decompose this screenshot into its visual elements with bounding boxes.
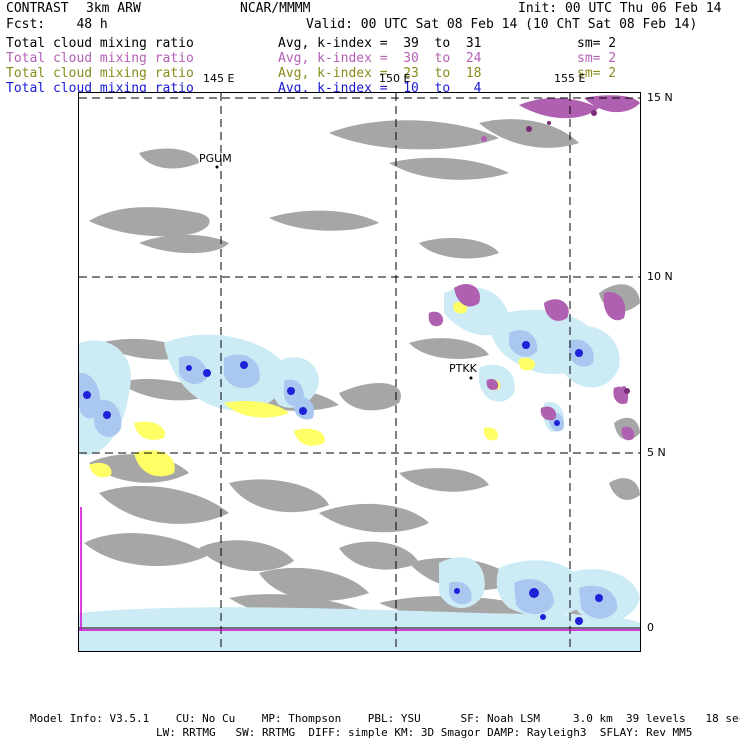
init-time: Init: 00 UTC Thu 06 Feb 14 [518, 1, 722, 16]
forecast-hour: Fcst: 48 h [6, 17, 108, 32]
legend-stat-3: Avg, k-index = 23 to 18 [278, 66, 482, 81]
model-name: CONTRAST [6, 1, 69, 16]
legend-name-3: Total cloud mixing ratio [6, 66, 194, 81]
lat-label-10n: 10 N [647, 270, 673, 283]
yellow-cloud-field [89, 301, 536, 478]
lat-label-0: 0 [647, 621, 654, 634]
blue-cloud-cores [83, 341, 603, 625]
station-markers [215, 165, 473, 380]
footer-model-info-line2: LW: RRTMG SW: RRTMG DIFF: simple KM: 3D … [156, 726, 693, 739]
lightblue-cloud-field [79, 330, 618, 619]
legend-name-1: Total cloud mixing ratio [6, 36, 194, 51]
station-label-ptkk: PTKK [449, 362, 477, 375]
model-resolution: 3km ARW [86, 1, 141, 16]
station-marker-ptkk [469, 376, 473, 380]
graticule [79, 93, 640, 651]
purple-cloud-cores [526, 110, 630, 394]
lon-label-150e: 150 E [379, 72, 411, 85]
lat-label-5n: 5 N [647, 446, 666, 459]
legend-smooth-2: sm= 2 [577, 51, 617, 66]
legend-stat-2: Avg, k-index = 30 to 24 [278, 51, 482, 66]
purple-cloud-field [428, 95, 640, 441]
legend-smooth-3: sm= 2 [577, 66, 617, 81]
station-marker-pgum [215, 165, 219, 169]
lon-label-145e: 145 E [203, 72, 235, 85]
footer-model-info-line1: Model Info: V3.5.1 CU: No Cu MP: Thompso… [30, 712, 740, 725]
station-label-pgum: PGUM [199, 152, 232, 165]
valid-time: Valid: 00 UTC Sat 08 Feb 14 (10 ChT Sat … [306, 17, 698, 32]
legend-smooth-1: sm= 2 [577, 36, 617, 51]
legend-name-2: Total cloud mixing ratio [6, 51, 194, 66]
map-canvas [79, 93, 640, 651]
forecast-map: PGUM PTKK [78, 92, 641, 652]
lat-label-15n: 15 N [647, 91, 673, 104]
institution: NCAR/MMMM [240, 1, 311, 16]
legend-stat-1: Avg, k-index = 39 to 31 [278, 36, 482, 51]
lon-label-155e: 155 E [554, 72, 586, 85]
